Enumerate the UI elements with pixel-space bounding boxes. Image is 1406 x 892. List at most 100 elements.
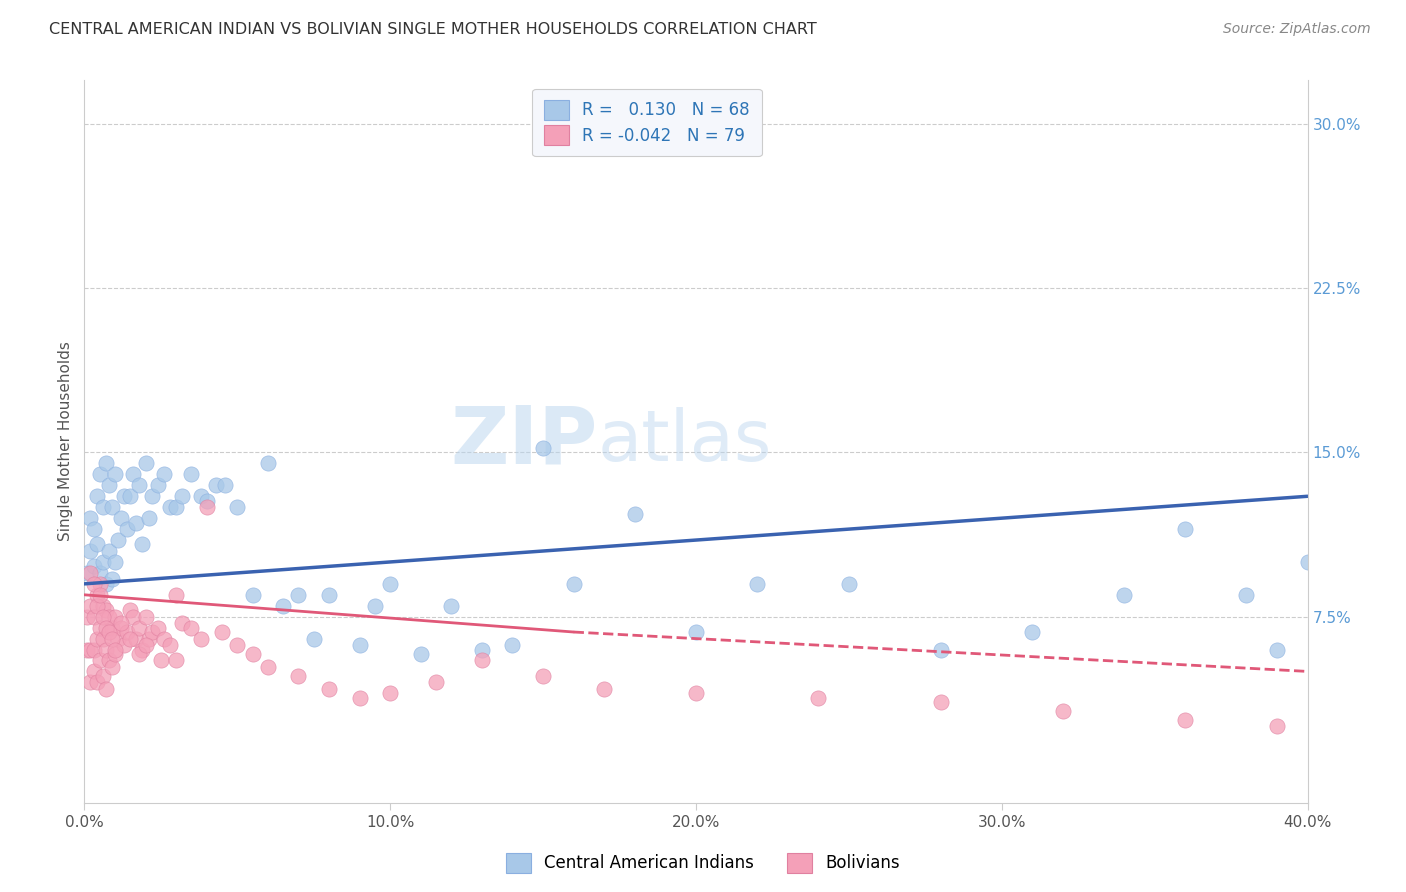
Text: CENTRAL AMERICAN INDIAN VS BOLIVIAN SINGLE MOTHER HOUSEHOLDS CORRELATION CHART: CENTRAL AMERICAN INDIAN VS BOLIVIAN SING… (49, 22, 817, 37)
Point (1021, 625, 1043, 640)
Point (562, 577, 585, 591)
Text: atlas: atlas (598, 407, 772, 476)
Point (120, 603, 142, 617)
Point (83, 559, 105, 574)
Point (425, 675, 447, 690)
Point (380, 577, 402, 591)
Point (165, 588, 187, 602)
Point (349, 638, 371, 652)
Point (86, 599, 108, 613)
Point (1174, 522, 1197, 536)
Point (135, 609, 157, 624)
Point (138, 632, 160, 646)
Point (205, 478, 228, 492)
Point (79, 675, 101, 690)
Point (76, 609, 98, 624)
Point (97, 544, 120, 558)
Point (409, 647, 432, 661)
Point (101, 632, 124, 646)
Point (211, 625, 233, 640)
Point (101, 500, 124, 515)
Point (91, 669, 114, 683)
Point (380, 686, 402, 700)
Point (89, 588, 111, 602)
Point (120, 632, 142, 646)
Point (89, 467, 111, 482)
Point (94, 642, 117, 657)
Point (94, 457, 117, 471)
Point (471, 642, 494, 657)
Point (195, 493, 218, 508)
Point (104, 467, 127, 482)
Point (94, 603, 117, 617)
Point (115, 625, 138, 640)
Point (76, 566, 98, 580)
Point (471, 653, 494, 667)
Point (120, 489, 142, 503)
Point (153, 467, 176, 482)
Point (190, 632, 212, 646)
Point (79, 642, 101, 657)
Point (83, 577, 105, 591)
Point (302, 632, 325, 646)
Point (86, 632, 108, 646)
Point (1265, 719, 1288, 733)
Point (125, 516, 148, 530)
Point (112, 638, 135, 652)
Point (110, 621, 132, 635)
Point (125, 632, 148, 646)
Point (242, 588, 264, 602)
Point (101, 573, 124, 587)
Point (94, 577, 117, 591)
Point (364, 599, 387, 613)
Point (97, 478, 120, 492)
Point (128, 647, 150, 661)
Point (502, 638, 524, 652)
Point (101, 621, 124, 635)
Point (91, 555, 114, 569)
Point (1296, 555, 1319, 569)
Point (107, 533, 129, 547)
Point (349, 690, 371, 705)
Point (128, 621, 150, 635)
Point (131, 642, 153, 657)
Point (89, 621, 111, 635)
Point (287, 669, 309, 683)
Point (172, 489, 194, 503)
Point (86, 588, 108, 602)
Point (807, 690, 830, 705)
Point (97, 625, 120, 640)
Point (242, 647, 264, 661)
Point (91, 609, 114, 624)
Point (195, 500, 218, 515)
Point (104, 609, 127, 624)
Point (929, 642, 952, 657)
Point (685, 686, 707, 700)
Point (226, 638, 249, 652)
Point (531, 669, 554, 683)
Point (89, 653, 111, 667)
Point (115, 522, 138, 536)
Point (747, 577, 769, 591)
Point (180, 467, 202, 482)
Point (83, 642, 105, 657)
Point (97, 653, 120, 667)
Point (929, 695, 952, 709)
Point (79, 566, 101, 580)
Point (165, 653, 187, 667)
Point (159, 638, 181, 652)
Text: Source: ZipAtlas.com: Source: ZipAtlas.com (1223, 22, 1371, 37)
Point (104, 555, 127, 569)
Point (128, 478, 150, 492)
Point (122, 467, 145, 482)
Point (190, 489, 212, 503)
Point (89, 566, 111, 580)
Point (838, 577, 860, 591)
Point (1052, 704, 1074, 718)
Point (214, 478, 236, 492)
Point (165, 500, 187, 515)
Point (159, 500, 181, 515)
Point (76, 642, 98, 657)
Y-axis label: Single Mother Households: Single Mother Households (58, 342, 73, 541)
Point (94, 681, 117, 696)
